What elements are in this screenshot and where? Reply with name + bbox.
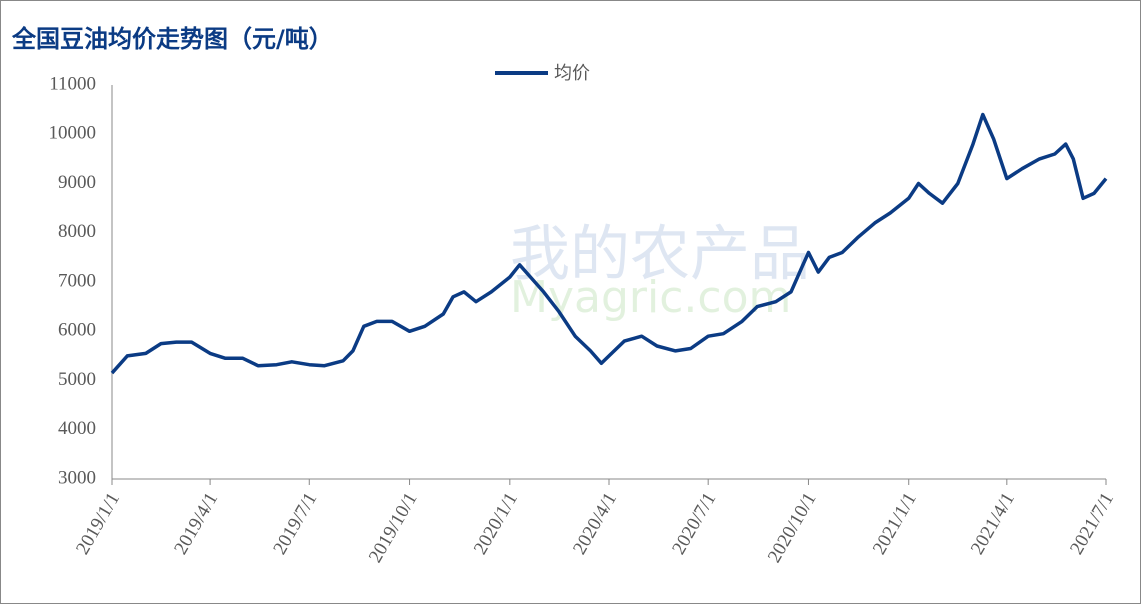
y-tick-label: 7000	[58, 270, 96, 291]
y-tick-label: 9000	[58, 172, 96, 193]
y-tick-label: 8000	[58, 221, 96, 242]
y-tick-label: 10000	[49, 123, 97, 144]
chart-title: 全国豆油均价走势图（元/吨）	[11, 25, 333, 53]
y-tick-label: 3000	[58, 467, 96, 488]
watermark: Myagric.com	[510, 272, 791, 323]
legend-label: 均价	[554, 63, 590, 84]
y-tick-label: 11000	[49, 73, 96, 94]
y-tick-label: 4000	[58, 418, 96, 439]
y-tick-label: 6000	[58, 320, 96, 341]
y-tick-label: 5000	[58, 369, 96, 390]
line-series	[110, 112, 1108, 375]
watermark: 我的农产品	[510, 220, 810, 290]
